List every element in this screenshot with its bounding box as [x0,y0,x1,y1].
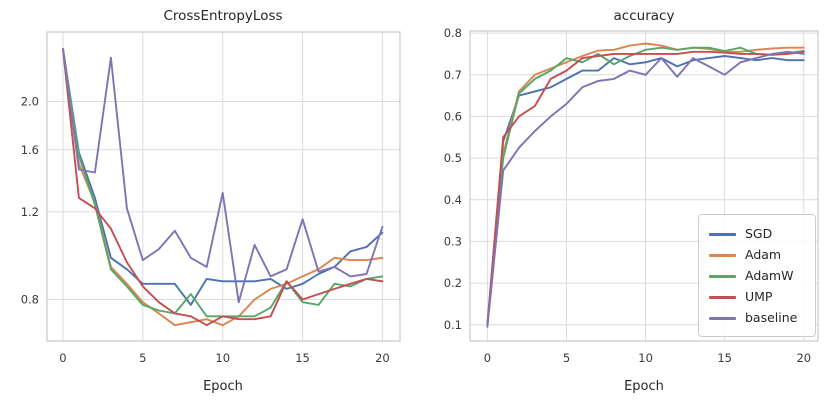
legend-entry-baseline: baseline [709,308,805,329]
legend-line-swatch [709,296,736,299]
y-tick-label: 0.2 [444,276,462,290]
y-tick-label: 0.7 [444,68,462,82]
legend-label: baseline [745,310,798,326]
series-line-baseline [486,50,805,328]
legend-label: SGD [745,226,773,242]
x-tick-label: 15 [717,351,732,365]
legend-label: Adam [745,247,782,263]
x-tick-label: 5 [563,351,570,365]
x-tick-label: 0 [59,351,66,365]
legend-entry-UMP: UMP [709,287,805,308]
loss-chart: 0 5 10 15 20 0.8 1.2 1.6 2.0 [21,31,401,365]
legend-line-swatch [709,317,736,320]
x-tick-label: 10 [215,351,230,365]
x-tick-label: 0 [484,351,491,365]
y-tick-label: 0.6 [444,109,462,123]
y-tick-label: 0.3 [444,234,462,248]
legend-line-swatch [709,233,736,236]
y-tick-label: 0.8 [444,26,462,40]
series-line-AdamW [486,46,805,326]
legend-line-swatch [709,275,736,278]
series-line-Adam [62,48,384,327]
series-line-UMP [486,50,805,326]
series-line-Adam [486,42,805,326]
y-tick-label: 0.4 [444,193,462,207]
accuracy-xaxis-label: Epoch [624,379,664,394]
legend-entry-Adam: Adam [709,245,805,266]
x-tick-label: 10 [638,351,653,365]
legend-label: AdamW [745,268,794,284]
y-tick-label: 0.1 [444,318,462,332]
legend-entry-AdamW: AdamW [709,266,805,287]
axes-frame [46,31,401,342]
y-tick-label: 1.6 [21,143,39,157]
series-line-UMP [62,48,384,327]
legend-label: UMP [745,289,773,305]
accuracy-chart-title: accuracy [614,8,675,24]
legend: SGD Adam AdamW UMP baseline [698,214,816,337]
loss-chart-title: CrossEntropyLoss [163,8,282,24]
x-tick-label: 5 [139,351,146,365]
series-line-baseline [62,48,384,304]
y-tick-label: 2.0 [21,95,39,109]
loss-xaxis-label: Epoch [203,379,243,394]
legend-line-swatch [709,254,736,257]
y-tick-label: 0.8 [21,292,39,306]
x-tick-label: 20 [375,351,390,365]
axes-frame [469,30,819,342]
x-tick-label: 20 [796,351,811,365]
x-tick-label: 15 [295,351,310,365]
y-tick-label: 1.2 [21,205,39,219]
legend-entry-SGD: SGD [709,224,805,245]
y-tick-label: 0.5 [444,151,462,165]
